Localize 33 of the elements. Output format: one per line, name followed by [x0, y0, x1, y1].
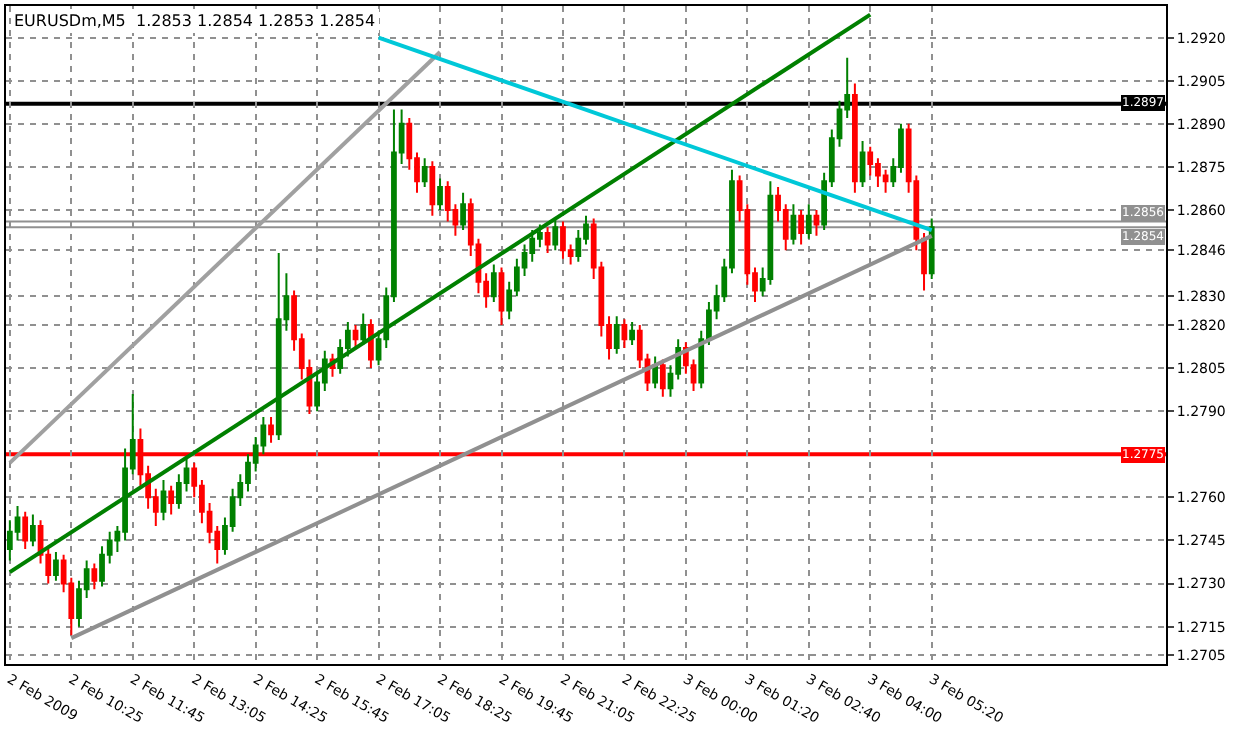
candlestick [613, 315, 620, 355]
candlestick [275, 252, 282, 441]
candlestick [852, 82, 858, 194]
candlestick [498, 266, 505, 326]
chart-title: EURUSDm,M5 1.2853 1.2854 1.2853 1.2854 [14, 12, 376, 30]
candlestick [360, 312, 367, 347]
candlestick [421, 157, 428, 189]
candlestick [460, 191, 466, 232]
candlestick [621, 318, 628, 349]
candlestick [91, 562, 98, 591]
candlestick [798, 209, 804, 246]
candlestick [652, 355, 659, 390]
candlestick [168, 484, 175, 516]
candlestick [544, 226, 551, 255]
candlestick [921, 232, 927, 292]
candlestick [160, 479, 167, 522]
candlestick [805, 203, 812, 240]
candlestick [53, 550, 59, 582]
candlestick [352, 323, 359, 349]
candlestick [429, 160, 436, 217]
candlestick [859, 140, 866, 189]
candlestick [437, 177, 443, 211]
candlestick [560, 220, 566, 260]
candlestick [659, 358, 666, 398]
candlestick [790, 203, 797, 246]
candlestick [552, 217, 559, 252]
candlestick [813, 209, 820, 237]
candlestick [22, 510, 29, 551]
candlestick [490, 263, 497, 303]
candlestick [268, 415, 274, 444]
candlestick [629, 321, 635, 347]
candlestick [30, 513, 36, 548]
candlestick [928, 217, 935, 280]
